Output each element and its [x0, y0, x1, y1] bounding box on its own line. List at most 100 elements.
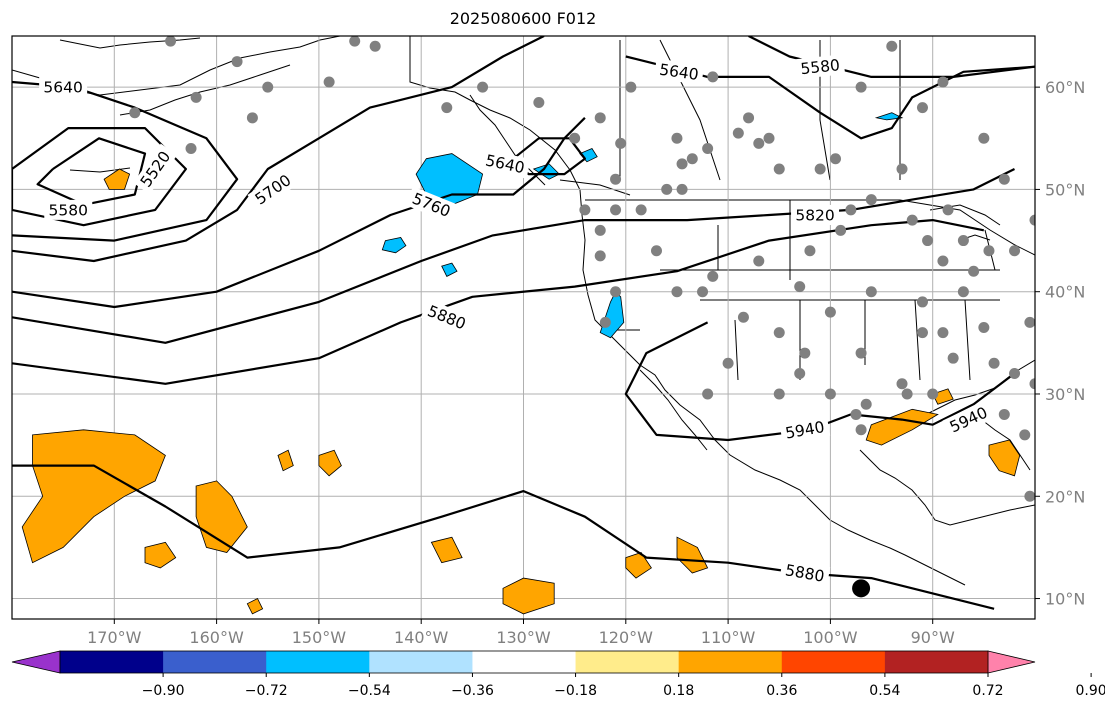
station-dot — [579, 204, 591, 216]
station-dot — [1024, 490, 1035, 502]
station-dot — [998, 408, 1010, 420]
station-dot — [702, 143, 714, 155]
lat-label: 60°N — [1045, 78, 1085, 97]
station-dot — [922, 235, 934, 247]
station-dot — [794, 281, 806, 293]
station-dot — [190, 91, 202, 103]
colorbar-label: −0.72 — [245, 683, 288, 699]
station-dot — [753, 137, 765, 149]
station-dot — [165, 36, 177, 47]
station-dot — [794, 368, 806, 380]
colorbar-label: −0.54 — [348, 683, 391, 699]
station-dot — [824, 388, 836, 400]
station-dot — [1019, 429, 1031, 441]
station-dot — [804, 245, 816, 257]
station-dot — [594, 112, 606, 124]
contour-line-5580 — [748, 36, 1035, 78]
colorbar-extend-high — [987, 650, 1036, 674]
height-contours — [12, 36, 1035, 610]
colorbar-swatch — [369, 651, 473, 673]
station-dot — [753, 255, 765, 267]
station-dot — [835, 224, 847, 236]
colorbar-swatch — [266, 651, 370, 673]
contour-line-5640 — [512, 137, 586, 176]
station-dot — [865, 194, 877, 206]
station-dot — [957, 235, 969, 247]
lon-label: 100°W — [803, 628, 858, 647]
station-dot — [988, 357, 1000, 369]
station-dot — [610, 204, 622, 216]
longitude-labels: 170°W 160°W 150°W 140°W 130°W 120°W 110°W 100°W… — [87, 619, 955, 647]
station-dot — [661, 183, 673, 195]
lon-label: 160°W — [189, 628, 244, 647]
station-dot — [896, 163, 908, 175]
shaded-region — [676, 536, 709, 574]
station-dot — [901, 388, 913, 400]
station-dot — [599, 316, 611, 328]
station-dot — [1024, 316, 1035, 328]
shaded-anomaly-regions — [21, 112, 1021, 615]
station-dot — [855, 347, 867, 359]
station-dot — [697, 286, 709, 298]
lon-label: 90°W — [911, 628, 955, 647]
contour-line-5880 — [12, 219, 985, 385]
colorbar-swatch — [678, 651, 783, 673]
station-dot — [231, 56, 243, 68]
contour-label-bg — [44, 199, 93, 220]
station-dot — [1034, 269, 1035, 274]
contour-label: 5640 — [43, 79, 82, 97]
station-dot — [773, 327, 785, 339]
colorbar-swatch — [575, 651, 680, 673]
shaded-region — [415, 153, 484, 206]
station-dot — [1009, 245, 1021, 257]
station-dot — [896, 378, 908, 390]
station-dot — [349, 36, 361, 47]
station-dot — [707, 270, 719, 282]
station-dot — [830, 153, 842, 165]
contour-label-bg — [133, 143, 178, 195]
station-dot — [983, 245, 995, 257]
station-dot — [850, 408, 862, 420]
contour-label-bg — [942, 400, 995, 439]
colorbar-extend-low — [11, 650, 61, 674]
lat-label: 40°N — [1045, 283, 1085, 302]
station-dot — [916, 102, 928, 114]
shaded-region — [21, 429, 166, 564]
station-dot — [615, 137, 627, 149]
colorbar-label: −0.90 — [142, 683, 185, 699]
colorbar-label: 0.36 — [766, 683, 797, 699]
contour-label-bg — [405, 186, 458, 224]
station-dot — [855, 424, 867, 436]
station-dot — [763, 132, 775, 144]
lon-label: 110°W — [701, 628, 756, 647]
station-dot — [702, 388, 714, 400]
station-dot — [942, 204, 954, 216]
contour-label: 5640 — [658, 61, 700, 84]
contour-label-bg — [39, 77, 88, 98]
station-dot — [916, 327, 928, 339]
station-dot — [129, 107, 141, 119]
latitude-labels: 60°N 50°N 40°N 30°N 20°N 10°N — [1035, 78, 1085, 609]
shaded-region — [246, 597, 264, 615]
station-dot — [957, 286, 969, 298]
shaded-region — [144, 541, 177, 569]
station-dot — [773, 163, 785, 175]
station-dot — [369, 40, 381, 52]
station-dot — [865, 286, 877, 298]
contour-line-5520 — [36, 137, 147, 206]
station-dot — [185, 143, 197, 155]
station-dot — [906, 214, 918, 226]
colorbar-swatch — [472, 651, 577, 673]
shaded-region — [430, 536, 463, 564]
station-dot — [262, 81, 274, 93]
contour-line-5580 — [12, 127, 187, 227]
shaded-region — [103, 168, 131, 190]
contour-label-bg — [779, 558, 831, 587]
shaded-region — [381, 237, 407, 254]
contour-line-5820 — [12, 168, 1015, 344]
station-dots — [129, 36, 1035, 598]
colorbar-swatch — [884, 651, 989, 673]
station-dot — [686, 153, 698, 165]
colorbar-frame — [59, 650, 989, 674]
